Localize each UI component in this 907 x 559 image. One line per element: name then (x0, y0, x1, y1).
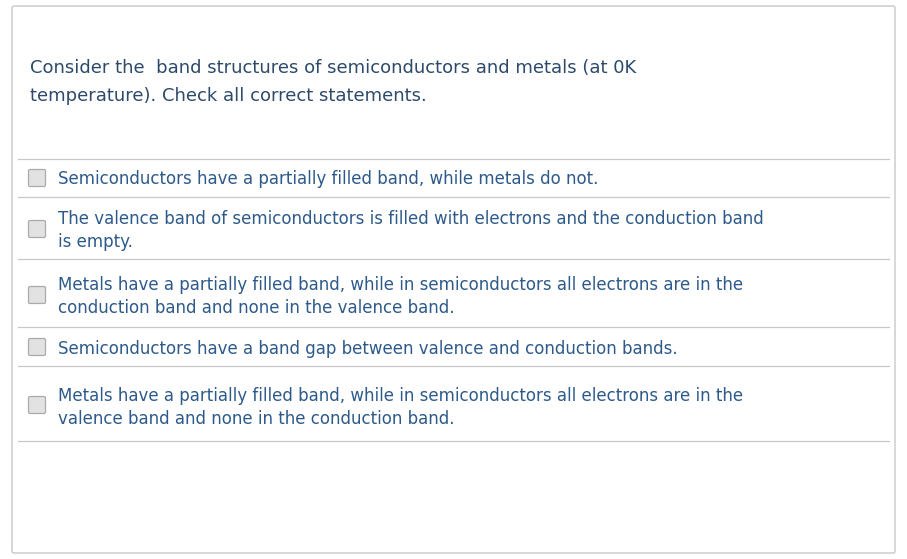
FancyBboxPatch shape (28, 169, 45, 187)
Text: is empty.: is empty. (58, 233, 132, 251)
Text: Metals have a partially filled band, while in semiconductors all electrons are i: Metals have a partially filled band, whi… (58, 276, 743, 294)
Text: Consider the  band structures of semiconductors and metals (at 0K: Consider the band structures of semicond… (30, 59, 636, 77)
FancyBboxPatch shape (12, 6, 895, 553)
FancyBboxPatch shape (28, 287, 45, 304)
Text: The valence band of semiconductors is filled with electrons and the conduction b: The valence band of semiconductors is fi… (58, 210, 764, 228)
Text: valence band and none in the conduction band.: valence band and none in the conduction … (58, 410, 454, 428)
Text: conduction band and none in the valence band.: conduction band and none in the valence … (58, 299, 454, 317)
Text: Semiconductors have a band gap between valence and conduction bands.: Semiconductors have a band gap between v… (58, 340, 678, 358)
FancyBboxPatch shape (28, 220, 45, 238)
FancyBboxPatch shape (28, 339, 45, 356)
Text: Metals have a partially filled band, while in semiconductors all electrons are i: Metals have a partially filled band, whi… (58, 387, 743, 405)
Text: temperature). Check all correct statements.: temperature). Check all correct statemen… (30, 87, 427, 105)
Text: Semiconductors have a partially filled band, while metals do not.: Semiconductors have a partially filled b… (58, 170, 599, 188)
FancyBboxPatch shape (28, 396, 45, 414)
